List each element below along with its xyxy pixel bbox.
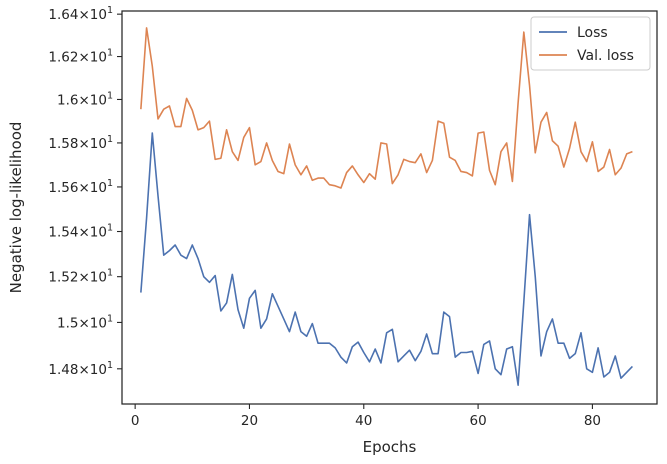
series-line-val-loss — [140, 27, 633, 189]
y-tick-label: 1.56×101 — [48, 178, 113, 196]
y-tick-label: 1.62×101 — [48, 48, 113, 66]
x-tick-label: 0 — [131, 413, 140, 429]
x-tick-label: 40 — [355, 413, 372, 429]
plot-area — [122, 11, 657, 404]
y-tick-label: 1.5×101 — [57, 313, 113, 331]
y-axis-label: Negative log-likelihood — [7, 122, 25, 294]
y-tick-label: 1.64×101 — [48, 5, 113, 23]
x-tick-label: 20 — [241, 413, 258, 429]
x-axis-label: Epochs — [363, 438, 417, 456]
legend: Loss Val. loss — [530, 16, 651, 71]
y-tick-label: 1.54×101 — [48, 223, 113, 241]
legend-label: Val. loss — [577, 48, 634, 64]
plot-frame — [121, 10, 658, 405]
y-tick-label: 1.48×101 — [48, 360, 113, 378]
y-axis: 1.48×101 1.5×101 1.52×101 1.54×101 1.56×101 1… — [48, 5, 122, 378]
y-tick-label: 1.58×101 — [48, 134, 113, 152]
y-tick-label: 1.52×101 — [48, 268, 113, 286]
x-tick-label: 60 — [470, 413, 487, 429]
series-line-loss — [140, 132, 633, 386]
series-layer — [140, 27, 633, 386]
legend-label: Loss — [577, 25, 608, 41]
legend-box — [530, 16, 651, 71]
x-tick-label: 80 — [584, 413, 601, 429]
x-axis: 0 20 40 60 80 — [131, 404, 601, 429]
y-tick-label: 1.6×101 — [57, 90, 113, 108]
